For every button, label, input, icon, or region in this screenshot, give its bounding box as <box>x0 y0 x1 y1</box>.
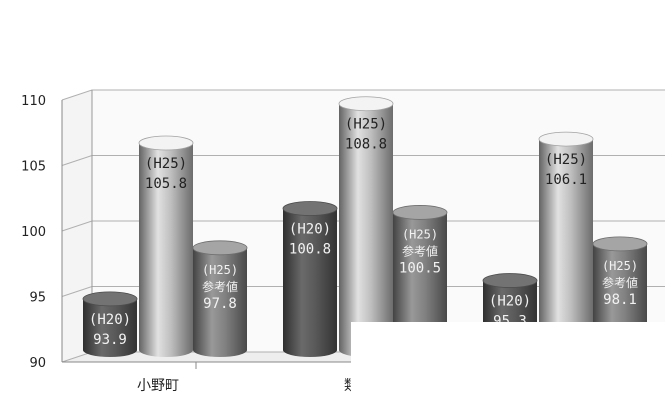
cylinder-top <box>282 201 338 216</box>
data-label: 100.5 <box>399 260 441 276</box>
data-label: 100.8 <box>289 242 331 258</box>
data-label: 参考値 <box>602 275 638 290</box>
cylinder-top <box>338 96 394 112</box>
data-label: 105.8 <box>145 176 187 192</box>
cylinder-top <box>392 205 448 220</box>
data-label: (H25) <box>545 152 587 168</box>
blank-white-region <box>351 322 665 398</box>
y-tick-label: 100 <box>21 225 46 240</box>
cylinder-bar <box>538 131 594 357</box>
data-label: (H25) <box>202 263 238 277</box>
cylinder-body <box>339 103 393 357</box>
cylinder-top <box>82 291 138 307</box>
data-label: (H20) <box>489 294 531 310</box>
cylinder-body <box>539 139 593 357</box>
data-label: (H20) <box>89 312 131 328</box>
cylinder-top <box>138 135 194 151</box>
y-tick-label: 105 <box>21 160 46 175</box>
cylinder-bar <box>392 205 448 357</box>
cylinder-top <box>192 240 248 256</box>
cylinder-body <box>193 247 247 357</box>
cylinder-bar <box>192 240 248 357</box>
data-label: (H20) <box>289 222 331 238</box>
data-label: 98.1 <box>603 292 637 308</box>
data-label: 参考値 <box>402 243 438 258</box>
cylinder-top <box>592 236 648 252</box>
y-tick-label: 110 <box>21 94 46 109</box>
cylinder-body <box>139 143 193 357</box>
data-label: 93.9 <box>93 332 127 348</box>
cylinder-bar <box>338 96 394 357</box>
data-label: 97.8 <box>203 296 237 312</box>
cylinder-body <box>393 212 447 357</box>
cylinder-bar <box>82 291 138 357</box>
cylinder-top <box>538 131 594 147</box>
data-label: 106.1 <box>545 172 587 188</box>
cylinder-bar <box>282 201 338 357</box>
cylinder-bar <box>138 135 194 357</box>
data-label: 参考値 <box>202 279 238 294</box>
data-label: (H25) <box>402 227 438 241</box>
data-label: 108.8 <box>345 137 387 153</box>
cylinder-body <box>283 208 337 357</box>
y-tick-label: 95 <box>29 291 46 306</box>
data-label: (H25) <box>145 156 187 172</box>
data-label: (H25) <box>345 117 387 133</box>
x-tick-label: 小野町 <box>137 378 179 394</box>
cylinder-top <box>482 273 538 288</box>
data-label: (H25) <box>602 259 638 273</box>
cylinder-body <box>83 298 137 357</box>
y-tick-label: 90 <box>29 356 46 371</box>
